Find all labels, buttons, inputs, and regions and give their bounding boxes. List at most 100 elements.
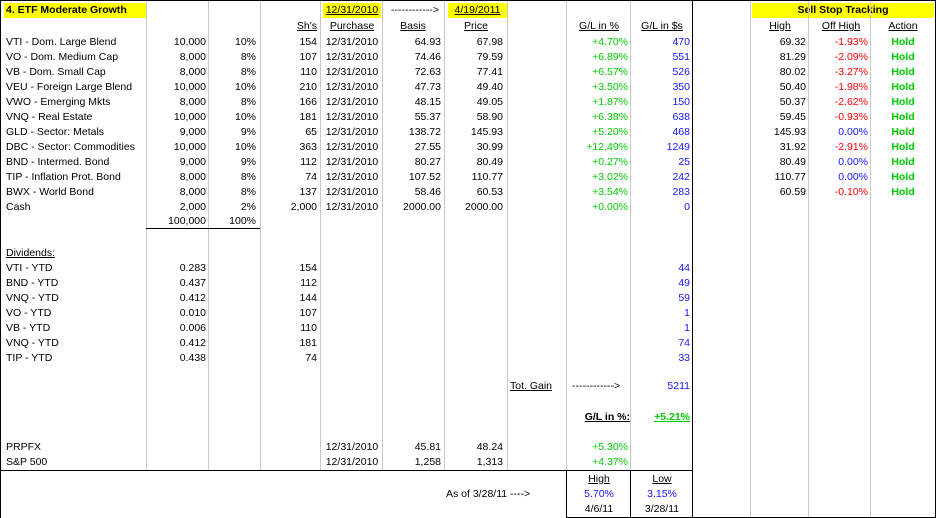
holding-gl-pct[interactable]: +6.89% bbox=[592, 51, 628, 63]
sellstop-high[interactable]: 80.02 bbox=[779, 66, 806, 78]
holding-shares[interactable]: 65 bbox=[305, 126, 317, 138]
dividend-amount[interactable]: 0.438 bbox=[179, 352, 206, 364]
holding-pct[interactable]: 8% bbox=[240, 96, 256, 108]
benchmark-price[interactable]: 1,313 bbox=[476, 456, 503, 468]
dividend-name[interactable]: VNQ - YTD bbox=[6, 292, 59, 304]
sellstop-title[interactable]: Sell Stop Tracking bbox=[752, 3, 934, 18]
dividend-usd[interactable]: 74 bbox=[678, 337, 690, 349]
holding-price[interactable]: 77.41 bbox=[476, 66, 503, 78]
col-header-gl-pct[interactable]: G/L in % bbox=[579, 20, 619, 32]
highlow-high-date[interactable]: 4/6/11 bbox=[584, 503, 614, 515]
holding-basis[interactable]: 74.46 bbox=[414, 51, 441, 63]
holding-gl-pct[interactable]: +0.00% bbox=[592, 201, 628, 213]
holding-gl-pct[interactable]: +6.57% bbox=[592, 66, 628, 78]
dividend-amount[interactable]: 0.412 bbox=[179, 292, 206, 304]
holding-price[interactable]: 49.40 bbox=[476, 81, 503, 93]
holding-gl-usd[interactable]: 638 bbox=[672, 111, 690, 123]
holding-price[interactable]: 60.53 bbox=[476, 186, 503, 198]
benchmark-purchase[interactable]: 12/31/2010 bbox=[325, 441, 379, 453]
dividend-name[interactable]: BND - YTD bbox=[6, 277, 59, 289]
sellstop-off-high[interactable]: -1.98% bbox=[834, 81, 868, 93]
holding-name[interactable]: VO - Dom. Medium Cap bbox=[6, 51, 119, 63]
holding-price[interactable]: 2000.00 bbox=[465, 201, 503, 213]
holding-alloc[interactable]: 9,000 bbox=[179, 156, 206, 168]
holding-pct[interactable]: 2% bbox=[240, 201, 256, 213]
holding-basis[interactable]: 58.46 bbox=[414, 186, 441, 198]
holding-gl-pct[interactable]: +6.38% bbox=[592, 111, 628, 123]
sellstop-action[interactable]: Hold bbox=[891, 66, 915, 78]
holding-basis[interactable]: 55.37 bbox=[414, 111, 441, 123]
sellstop-action[interactable]: Hold bbox=[891, 171, 915, 183]
total-pct[interactable]: 100% bbox=[229, 215, 256, 227]
sellstop-off-high[interactable]: -2.62% bbox=[834, 96, 868, 108]
holding-price[interactable]: 49.05 bbox=[476, 96, 503, 108]
holding-name[interactable]: BWX - World Bond bbox=[6, 186, 94, 198]
holding-gl-usd[interactable]: 0 bbox=[684, 201, 690, 213]
dividend-amount[interactable]: 0.010 bbox=[179, 307, 206, 319]
holding-name[interactable]: VB - Dom. Small Cap bbox=[6, 66, 106, 78]
holding-alloc[interactable]: 10,000 bbox=[173, 36, 206, 48]
dividend-usd[interactable]: 33 bbox=[678, 352, 690, 364]
benchmark-purchase[interactable]: 12/31/2010 bbox=[325, 456, 379, 468]
sellstop-high[interactable]: 80.49 bbox=[779, 156, 806, 168]
holding-name[interactable]: VNQ - Real Estate bbox=[6, 111, 93, 123]
col-header-purchase[interactable]: Purchase bbox=[329, 20, 375, 32]
col-header-shares[interactable]: Sh's bbox=[296, 20, 317, 32]
holding-name[interactable]: VWO - Emerging Mkts bbox=[6, 96, 111, 108]
highlow-low-pct[interactable]: 3.15% bbox=[647, 488, 677, 500]
holding-shares[interactable]: 181 bbox=[299, 111, 317, 123]
holding-price[interactable]: 58.90 bbox=[476, 111, 503, 123]
sellstop-col-action[interactable]: Action bbox=[888, 20, 918, 32]
sellstop-action[interactable]: Hold bbox=[891, 126, 915, 138]
holding-purchase[interactable]: 12/31/2010 bbox=[325, 141, 379, 153]
holding-name[interactable]: BND - Intermed. Bond bbox=[6, 156, 110, 168]
holding-gl-usd[interactable]: 25 bbox=[678, 156, 690, 168]
sellstop-action[interactable]: Hold bbox=[891, 81, 915, 93]
holding-alloc[interactable]: 10,000 bbox=[173, 141, 206, 153]
holding-alloc[interactable]: 8,000 bbox=[179, 51, 206, 63]
holding-basis[interactable]: 27.55 bbox=[414, 141, 441, 153]
holding-basis[interactable]: 107.52 bbox=[408, 171, 441, 183]
holding-purchase[interactable]: 12/31/2010 bbox=[325, 186, 379, 198]
holding-pct[interactable]: 9% bbox=[240, 126, 256, 138]
holding-purchase[interactable]: 12/31/2010 bbox=[325, 156, 379, 168]
holding-gl-usd[interactable]: 350 bbox=[672, 81, 690, 93]
holding-shares[interactable]: 154 bbox=[299, 36, 317, 48]
dividend-shares[interactable]: 181 bbox=[299, 337, 317, 349]
holding-alloc[interactable]: 9,000 bbox=[179, 126, 206, 138]
holding-gl-pct[interactable]: +1.87% bbox=[592, 96, 628, 108]
holding-gl-pct[interactable]: +4.70% bbox=[592, 36, 628, 48]
holding-pct[interactable]: 8% bbox=[240, 186, 256, 198]
date-to[interactable]: 4/19/2011 bbox=[448, 3, 507, 18]
dividend-usd[interactable]: 1 bbox=[684, 307, 690, 319]
holding-name[interactable]: DBC - Sector: Commodities bbox=[6, 141, 135, 153]
holding-price[interactable]: 145.93 bbox=[470, 126, 503, 138]
dividend-usd[interactable]: 44 bbox=[678, 262, 690, 274]
holding-pct[interactable]: 10% bbox=[234, 81, 256, 93]
dividend-shares[interactable]: 110 bbox=[300, 322, 317, 334]
holding-shares[interactable]: 210 bbox=[299, 81, 317, 93]
holding-gl-pct[interactable]: +5.20% bbox=[592, 126, 628, 138]
sellstop-off-high[interactable]: -2.91% bbox=[834, 141, 868, 153]
benchmark-basis[interactable]: 45.81 bbox=[414, 441, 441, 453]
holding-name[interactable]: VTI - Dom. Large Blend bbox=[6, 36, 117, 48]
holding-shares[interactable]: 2,000 bbox=[290, 201, 317, 213]
dividend-shares[interactable]: 107 bbox=[299, 307, 317, 319]
dividend-shares[interactable]: 74 bbox=[305, 352, 317, 364]
sellstop-off-high[interactable]: -0.10% bbox=[834, 186, 868, 198]
holding-purchase[interactable]: 12/31/2010 bbox=[325, 171, 379, 183]
holding-alloc[interactable]: 8,000 bbox=[179, 66, 206, 78]
dividend-amount[interactable]: 0.006 bbox=[179, 322, 206, 334]
dividend-amount[interactable]: 0.412 bbox=[179, 337, 206, 349]
holding-shares[interactable]: 166 bbox=[299, 96, 317, 108]
holding-basis[interactable]: 48.15 bbox=[414, 96, 441, 108]
gl-pct-total[interactable]: +5.21% bbox=[654, 411, 690, 423]
sellstop-action[interactable]: Hold bbox=[891, 156, 915, 168]
holding-pct[interactable]: 8% bbox=[240, 66, 256, 78]
sellstop-high[interactable]: 110.77 bbox=[774, 171, 806, 183]
sellstop-high[interactable]: 31.92 bbox=[779, 141, 806, 153]
holding-shares[interactable]: 107 bbox=[299, 51, 317, 63]
sellstop-off-high[interactable]: -3.27% bbox=[834, 66, 868, 78]
tot-gain-value[interactable]: 5211 bbox=[667, 380, 690, 392]
holding-gl-pct[interactable]: +0.27% bbox=[592, 156, 628, 168]
